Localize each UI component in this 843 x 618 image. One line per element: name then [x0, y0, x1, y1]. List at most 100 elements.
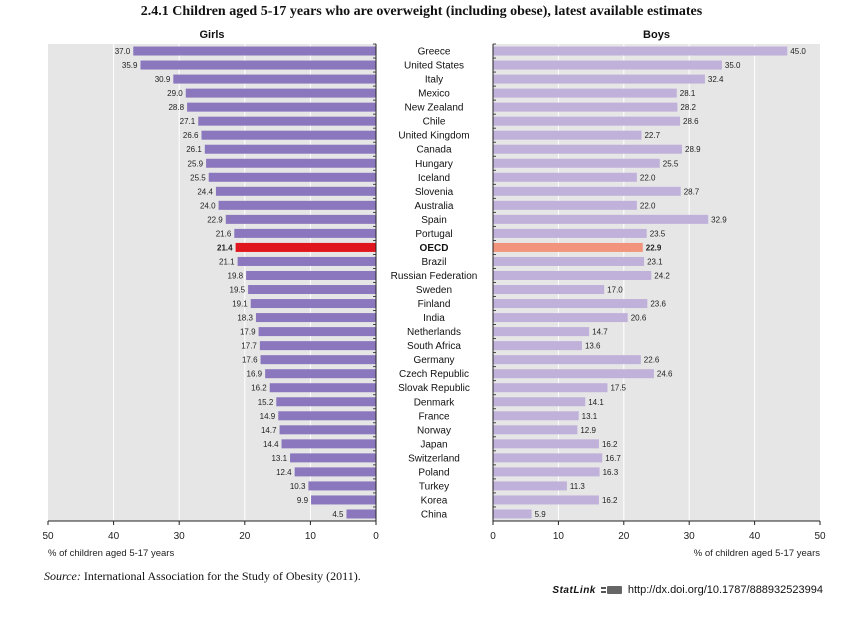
boys-value-label: 28.7: [684, 187, 700, 196]
statlink-url[interactable]: http://dx.doi.org/10.1787/888932523994: [627, 584, 823, 596]
girls-value-label: 9.9: [297, 496, 309, 505]
girls-bar: [201, 130, 376, 140]
country-label: Switzerland: [408, 453, 460, 464]
boys-bar: [493, 88, 677, 98]
girls-bar: [311, 495, 376, 505]
boys-x-tick-label: 20: [618, 531, 630, 542]
boys-value-label: 24.2: [654, 271, 670, 280]
boys-bar: [493, 102, 678, 112]
girls-x-tick-label: 40: [108, 531, 120, 542]
girls-value-label: 19.8: [228, 271, 244, 280]
boys-panel-title: Boys: [643, 29, 670, 41]
girls-bar: [258, 327, 376, 337]
country-label: Denmark: [414, 397, 456, 408]
boys-value-label: 14.7: [592, 328, 608, 337]
girls-value-label: 18.3: [237, 314, 253, 323]
boys-bar: [493, 200, 637, 210]
source-note: Source: International Association for th…: [44, 569, 361, 584]
boys-value-label: 24.6: [657, 370, 673, 379]
boys-value-label: 16.2: [602, 496, 618, 505]
boys-bar: [493, 453, 603, 463]
boys-bar: [493, 439, 599, 449]
girls-panel-bg: [48, 44, 376, 521]
boys-bar: [493, 509, 532, 519]
source-text: International Association for the Study …: [83, 569, 361, 583]
country-label: Chile: [423, 117, 446, 128]
boys-value-label: 5.9: [535, 510, 547, 519]
country-label: Iceland: [418, 173, 450, 184]
girls-bar: [281, 439, 376, 449]
girls-value-label: 30.9: [155, 75, 171, 84]
boys-x-tick-label: 10: [553, 531, 565, 542]
girls-value-label: 14.4: [263, 440, 279, 449]
boys-value-label: 35.0: [725, 61, 741, 70]
girls-value-label: 16.9: [247, 370, 263, 379]
girls-bar: [185, 88, 376, 98]
boys-x-tick-label: 40: [749, 531, 761, 542]
boys-x-tick-label: 30: [684, 531, 696, 542]
chart-title: 2.4.1 Children aged 5-17 years who are o…: [140, 4, 703, 19]
boys-value-label: 28.6: [683, 117, 699, 126]
girls-bar: [133, 46, 376, 56]
country-label: Poland: [418, 467, 449, 478]
boys-bar: [493, 60, 722, 70]
girls-value-label: 26.1: [186, 145, 202, 154]
girls-value-label: 37.0: [115, 47, 131, 56]
girls-bar: [206, 158, 376, 168]
country-label: Slovak Republic: [398, 383, 470, 394]
girls-bar: [255, 313, 376, 323]
country-label: India: [423, 313, 445, 324]
girls-x-tick-label: 10: [305, 531, 317, 542]
boys-bar: [493, 186, 681, 196]
boys-bar: [493, 397, 586, 407]
boys-value-label: 32.4: [708, 75, 724, 84]
boys-x-tick-label: 0: [490, 531, 496, 542]
country-label: Sweden: [416, 285, 452, 296]
girls-value-label: 21.6: [216, 229, 232, 238]
country-label: Mexico: [418, 89, 450, 100]
boys-bar: [493, 116, 681, 126]
boys-value-label: 28.2: [680, 103, 696, 112]
girls-value-label: 13.1: [271, 454, 287, 463]
boys-value-label: 17.0: [607, 286, 623, 295]
country-label: Finland: [418, 299, 451, 310]
girls-x-tick-label: 50: [42, 531, 54, 542]
country-label: United Kingdom: [398, 131, 469, 142]
girls-bar: [215, 186, 376, 196]
girls-value-label: 35.9: [122, 61, 138, 70]
boys-bar: [493, 355, 641, 365]
girls-bar: [234, 228, 376, 238]
girls-value-label: 22.9: [207, 215, 223, 224]
boys-value-label: 22.6: [644, 356, 660, 365]
boys-value-label: 20.6: [631, 314, 647, 323]
country-label: Japan: [420, 439, 447, 450]
girls-value-label: 14.9: [260, 412, 276, 421]
boys-bar: [493, 341, 582, 351]
boys-value-label: 23.5: [650, 229, 666, 238]
boys-bar: [493, 172, 637, 182]
girls-value-label: 29.0: [167, 89, 183, 98]
girls-bar: [276, 397, 376, 407]
girls-bar: [259, 341, 376, 351]
girls-bar: [308, 481, 376, 491]
country-label: Czech Republic: [399, 369, 469, 380]
boys-value-label: 22.0: [640, 201, 656, 210]
boys-value-label: 17.5: [610, 384, 626, 393]
country-label: Germany: [413, 355, 454, 366]
country-label: China: [421, 509, 448, 520]
boys-value-label: 16.2: [602, 440, 618, 449]
boys-value-label: 28.9: [685, 145, 701, 154]
girls-value-label: 17.9: [240, 328, 256, 337]
girls-bar: [237, 256, 376, 266]
boys-value-label: 28.1: [680, 89, 696, 98]
girls-bar: [278, 411, 376, 421]
statlink: StatLink http://dx.doi.org/10.1787/88893…: [552, 584, 823, 596]
girls-value-label: 10.3: [290, 482, 306, 491]
boys-bar: [493, 411, 579, 421]
boys-bar: [493, 285, 605, 295]
girls-value-label: 25.9: [188, 159, 204, 168]
boys-bar: [493, 481, 567, 491]
boys-bar: [493, 74, 705, 84]
source-label: Source:: [44, 569, 81, 583]
